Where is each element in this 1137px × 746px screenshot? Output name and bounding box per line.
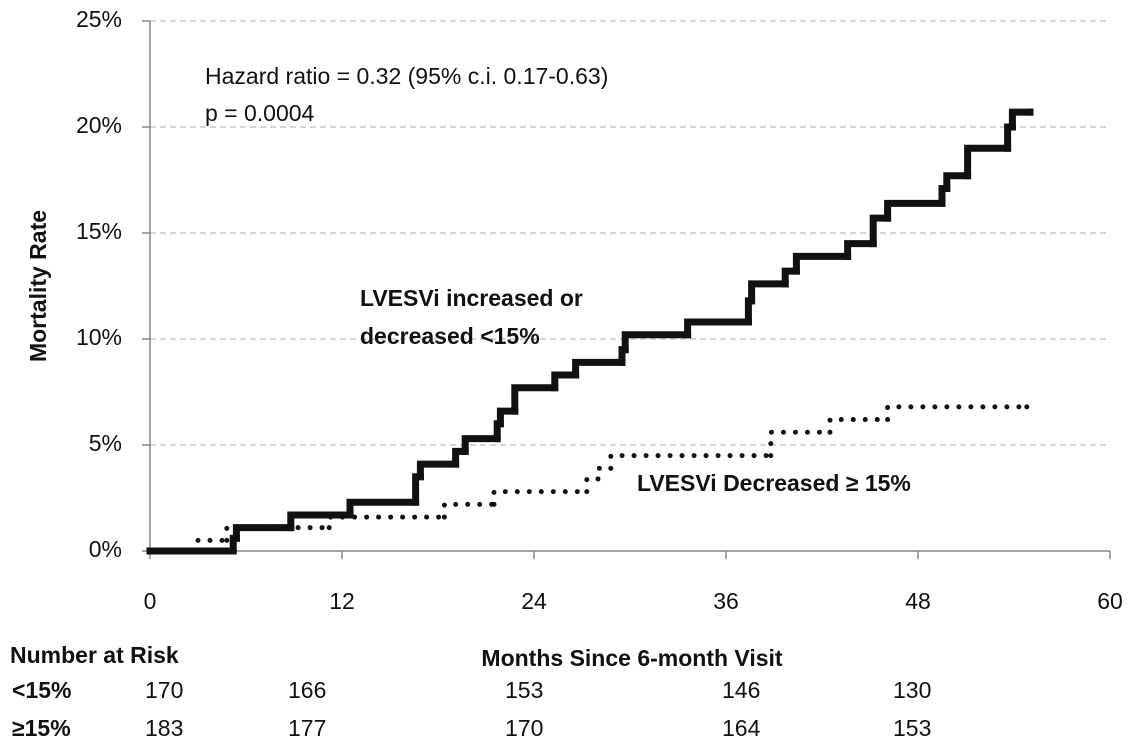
step-line <box>326 514 447 531</box>
x-tick-label: 36 <box>713 588 739 614</box>
step-line <box>768 429 833 459</box>
step-line <box>412 473 424 506</box>
step-line <box>1008 108 1034 131</box>
x-tick-label: 0 <box>144 588 157 614</box>
step-line <box>684 318 752 339</box>
risk-row-label: <15% <box>12 677 71 703</box>
step-line <box>621 331 692 354</box>
step-line <box>346 498 420 519</box>
step-line <box>884 199 946 222</box>
x-tick-label: 48 <box>905 588 931 614</box>
step-line <box>781 267 800 288</box>
x-tick-label: 60 <box>1097 588 1123 614</box>
annotation: p = 0.0004 <box>205 100 315 126</box>
y-tick-label: 15% <box>76 218 122 244</box>
step-line <box>869 214 892 248</box>
step-line <box>496 407 519 428</box>
annotation: Hazard ratio = 0.32 (95% c.i. 0.17-0.63) <box>205 63 608 89</box>
step-line <box>572 358 626 379</box>
risk-value: 130 <box>893 677 931 703</box>
y-tick-label: 25% <box>76 6 122 32</box>
step-line <box>885 404 1030 423</box>
risk-value: 146 <box>722 677 760 703</box>
step-line <box>608 453 774 471</box>
step-line <box>792 252 852 275</box>
x-tick-label: 24 <box>521 588 547 614</box>
step-line <box>748 280 789 305</box>
step-line <box>551 371 580 392</box>
x-axis-label: Months Since 6-month Visit <box>481 645 782 671</box>
y-tick-label: 0% <box>89 536 122 562</box>
step-line <box>441 501 497 520</box>
step-line <box>964 144 1012 180</box>
step-line <box>511 384 559 415</box>
risk-value: 183 <box>145 715 183 741</box>
step-line <box>461 435 501 455</box>
risk-value: 153 <box>893 715 931 741</box>
x-tick-label: 12 <box>329 588 355 614</box>
step-line <box>224 525 332 543</box>
risk-value: 177 <box>288 715 326 741</box>
series-label: decreased <15% <box>360 323 540 349</box>
risk-value: 153 <box>505 677 543 703</box>
y-tick-label: 5% <box>89 430 122 456</box>
y-tick-label: 10% <box>76 324 122 350</box>
step-line <box>491 489 590 507</box>
series-label: LVESVi Decreased ≥ 15% <box>637 470 911 496</box>
y-axis-label: Mortality Rate <box>25 210 51 362</box>
risk-value: 166 <box>288 677 326 703</box>
step-line <box>584 476 601 495</box>
risk-value: 164 <box>722 715 761 741</box>
risk-table-title: Number at Risk <box>10 642 179 668</box>
risk-value: 170 <box>505 715 543 741</box>
step-line <box>827 417 891 435</box>
step-line <box>943 172 972 192</box>
risk-row-label: ≥15% <box>12 715 71 741</box>
step-line <box>844 240 877 260</box>
risk-value: 170 <box>145 677 183 703</box>
y-tick-label: 20% <box>76 112 122 138</box>
step-line <box>416 460 460 481</box>
step-line <box>595 465 614 482</box>
series-label: LVESVi increased or <box>360 285 583 311</box>
